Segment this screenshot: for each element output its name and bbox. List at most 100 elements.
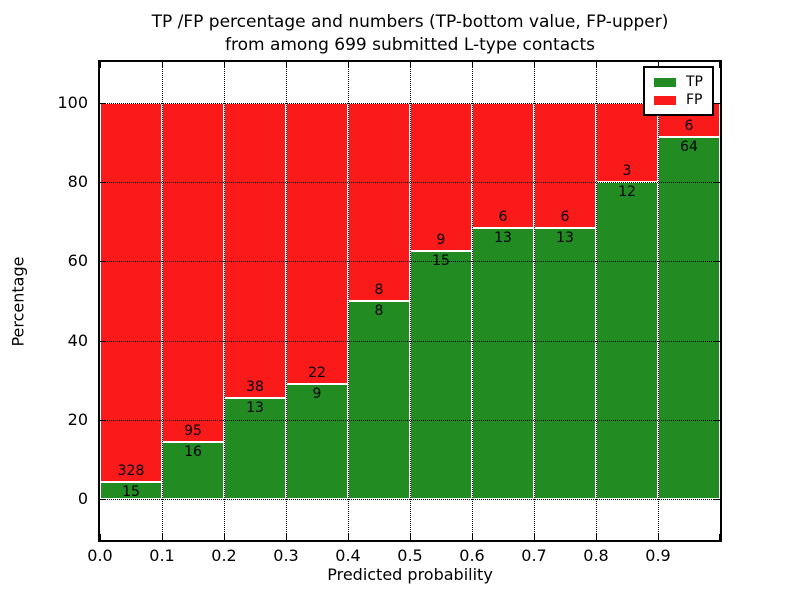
- bar-label-fp-5: 9: [436, 232, 446, 249]
- bar-label-fp-3: 22: [308, 365, 326, 382]
- x-tick-label: 0.4: [335, 546, 361, 565]
- y-tick-label: 60: [67, 251, 88, 271]
- y-tick-label: 80: [67, 172, 88, 192]
- chart-title-line2: from among 699 submitted L-type contacts: [224, 35, 595, 55]
- gridline-vertical: [658, 62, 659, 540]
- tick-mark-left: [100, 499, 106, 501]
- bar-segment-fp-4: [348, 102, 410, 301]
- gridline-vertical: [162, 62, 163, 540]
- tick-mark-top: [286, 62, 287, 68]
- y-axis-label: Percentage: [8, 256, 28, 347]
- legend-entry-fp: FP: [654, 91, 703, 109]
- bar-label-fp-1: 95: [184, 423, 202, 440]
- x-tick-label: 0.2: [211, 546, 237, 565]
- tick-mark-top: [100, 62, 101, 68]
- y-tick-label: 20: [67, 409, 88, 429]
- tick-mark-left: [100, 182, 106, 184]
- tick-mark-top: [719, 62, 720, 68]
- tick-mark-left: [100, 261, 106, 263]
- legend: TP FP: [643, 66, 714, 116]
- gridline-horizontal: [100, 182, 720, 184]
- bar-segment-tp-6: [472, 227, 534, 500]
- tick-mark-bottom: [410, 534, 411, 540]
- bar-label-fp-9: 6: [684, 117, 694, 134]
- bar-label-tp-6: 13: [494, 229, 512, 246]
- bar-label-tp-3: 9: [312, 386, 322, 403]
- tick-mark-bottom: [286, 534, 287, 540]
- tick-mark-top: [658, 62, 659, 68]
- bar-segment-fp-0: [100, 102, 162, 482]
- gridline-vertical: [224, 62, 225, 540]
- x-tick-label: 0.7: [521, 546, 547, 565]
- legend-label-tp: TP: [686, 74, 703, 90]
- tick-mark-left: [100, 340, 106, 342]
- legend-swatch-tp: [654, 77, 676, 87]
- bar-segment-tp-3: [286, 384, 348, 500]
- gridline-vertical: [410, 62, 411, 540]
- tick-mark-right: [714, 261, 720, 263]
- tick-mark-bottom: [348, 534, 349, 540]
- bar-label-tp-9: 64: [680, 138, 698, 155]
- bar-segment-tp-7: [534, 227, 596, 500]
- gridline-horizontal: [100, 499, 720, 501]
- tick-mark-right: [714, 102, 720, 104]
- gridline-horizontal: [100, 419, 720, 421]
- gridline-horizontal: [100, 340, 720, 342]
- chart-title: TP /FP percentage and numbers (TP-bottom…: [100, 11, 720, 57]
- bar-label-tp-2: 13: [246, 400, 264, 417]
- tick-mark-bottom: [100, 534, 101, 540]
- x-tick-label: 0.6: [459, 546, 485, 565]
- bar-label-tp-7: 13: [556, 229, 574, 246]
- bar-segment-fp-2: [224, 102, 286, 399]
- tick-mark-right: [714, 182, 720, 184]
- legend-label-fp: FP: [686, 92, 703, 108]
- bar-segment-tp-2: [224, 398, 286, 500]
- tick-mark-bottom: [472, 534, 473, 540]
- tick-mark-top: [596, 62, 597, 68]
- tick-mark-left: [100, 102, 106, 104]
- legend-swatch-fp: [654, 95, 676, 105]
- bar-label-tp-4: 8: [374, 303, 384, 319]
- bar-label-tp-0: 15: [122, 483, 140, 500]
- bar-label-fp-4: 8: [374, 282, 384, 298]
- x-tick-label: 0.5: [397, 546, 423, 565]
- bar-segment-fp-5: [410, 102, 472, 252]
- bar-segment-fp-1: [162, 102, 224, 443]
- tick-mark-top: [472, 62, 473, 68]
- gridline-vertical: [286, 62, 287, 540]
- tick-mark-right: [714, 340, 720, 342]
- bar-label-fp-0: 328: [117, 462, 145, 479]
- x-axis-label: Predicted probability: [327, 565, 493, 584]
- tick-mark-top: [224, 62, 225, 68]
- chart-title-line1: TP /FP percentage and numbers (TP-bottom…: [151, 12, 669, 32]
- y-tick-label: 100: [57, 92, 88, 112]
- x-tick-label: 0.9: [645, 546, 671, 565]
- tick-mark-bottom: [162, 534, 163, 540]
- tick-mark-top: [410, 62, 411, 68]
- gridline-vertical: [534, 62, 535, 540]
- tick-mark-top: [162, 62, 163, 68]
- bar-segment-tp-5: [410, 251, 472, 500]
- x-tick-label: 0.1: [149, 546, 175, 565]
- gridline-horizontal: [100, 102, 720, 104]
- gridline-vertical: [348, 62, 349, 540]
- bar-label-fp-6: 6: [498, 208, 508, 225]
- tick-mark-left: [100, 419, 106, 421]
- plot-area: TP FP 328 15 95 16 38 13 22 9 8 8 9 15 6 13 6 13 3 12 6 64: [98, 60, 722, 542]
- bar-label-tp-5: 15: [432, 253, 450, 270]
- x-tick-label: 0.3: [273, 546, 299, 565]
- y-tick-label: 40: [67, 330, 88, 350]
- tick-mark-bottom: [534, 534, 535, 540]
- tick-mark-bottom: [596, 534, 597, 540]
- gridline-vertical: [472, 62, 473, 540]
- bar-segment-tp-1: [162, 442, 224, 500]
- gridline-horizontal: [100, 261, 720, 263]
- tick-mark-top: [534, 62, 535, 68]
- tick-mark-bottom: [224, 534, 225, 540]
- legend-entry-tp: TP: [654, 73, 703, 91]
- gridline-vertical: [596, 62, 597, 540]
- bar-label-fp-2: 38: [246, 379, 264, 396]
- x-tick-label: 0.0: [87, 546, 113, 565]
- bar-label-tp-8: 12: [618, 184, 636, 201]
